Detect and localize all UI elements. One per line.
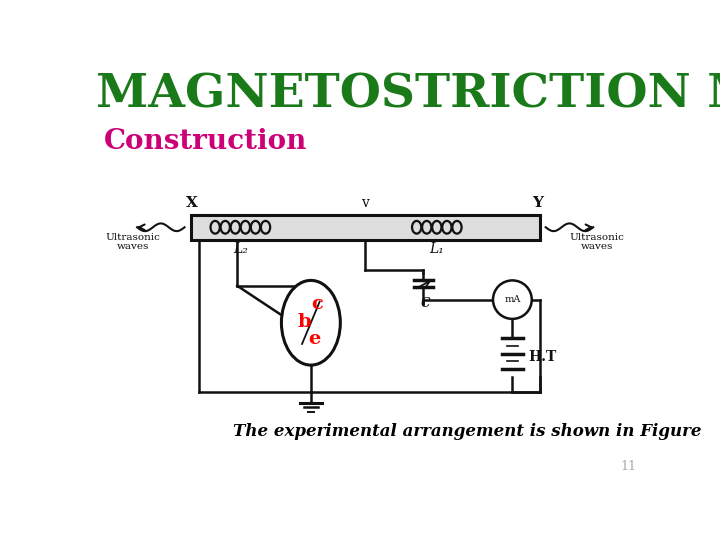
- Text: L₁: L₁: [429, 242, 444, 256]
- Text: b: b: [298, 313, 312, 330]
- Text: X: X: [186, 196, 198, 210]
- Text: Ultrasonic: Ultrasonic: [106, 233, 161, 242]
- Bar: [191, 215, 539, 240]
- Text: Construction: Construction: [104, 129, 307, 156]
- Text: e: e: [309, 330, 321, 348]
- Text: v: v: [361, 196, 369, 210]
- Text: waves: waves: [581, 242, 613, 251]
- Ellipse shape: [230, 221, 240, 234]
- Text: The experimental arrangement is shown in Figure: The experimental arrangement is shown in…: [233, 423, 702, 440]
- Text: L₂: L₂: [233, 242, 248, 256]
- Ellipse shape: [210, 221, 220, 234]
- Ellipse shape: [261, 221, 270, 234]
- Ellipse shape: [422, 221, 431, 234]
- Ellipse shape: [412, 221, 421, 234]
- Ellipse shape: [251, 221, 260, 234]
- Ellipse shape: [240, 221, 250, 234]
- Text: c: c: [311, 295, 323, 313]
- Text: waves: waves: [117, 242, 149, 251]
- Ellipse shape: [432, 221, 441, 234]
- Circle shape: [493, 280, 532, 319]
- Text: MAGNETOSTRICTION METHOD: MAGNETOSTRICTION METHOD: [96, 71, 720, 117]
- Text: C: C: [420, 298, 431, 310]
- Text: H.T: H.T: [528, 350, 556, 365]
- Text: Y: Y: [533, 196, 544, 210]
- Text: Ultrasonic: Ultrasonic: [570, 233, 624, 242]
- Text: mA: mA: [504, 295, 521, 304]
- Ellipse shape: [442, 221, 451, 234]
- Text: 11: 11: [621, 460, 636, 473]
- Ellipse shape: [452, 221, 462, 234]
- Ellipse shape: [282, 280, 341, 365]
- Ellipse shape: [220, 221, 230, 234]
